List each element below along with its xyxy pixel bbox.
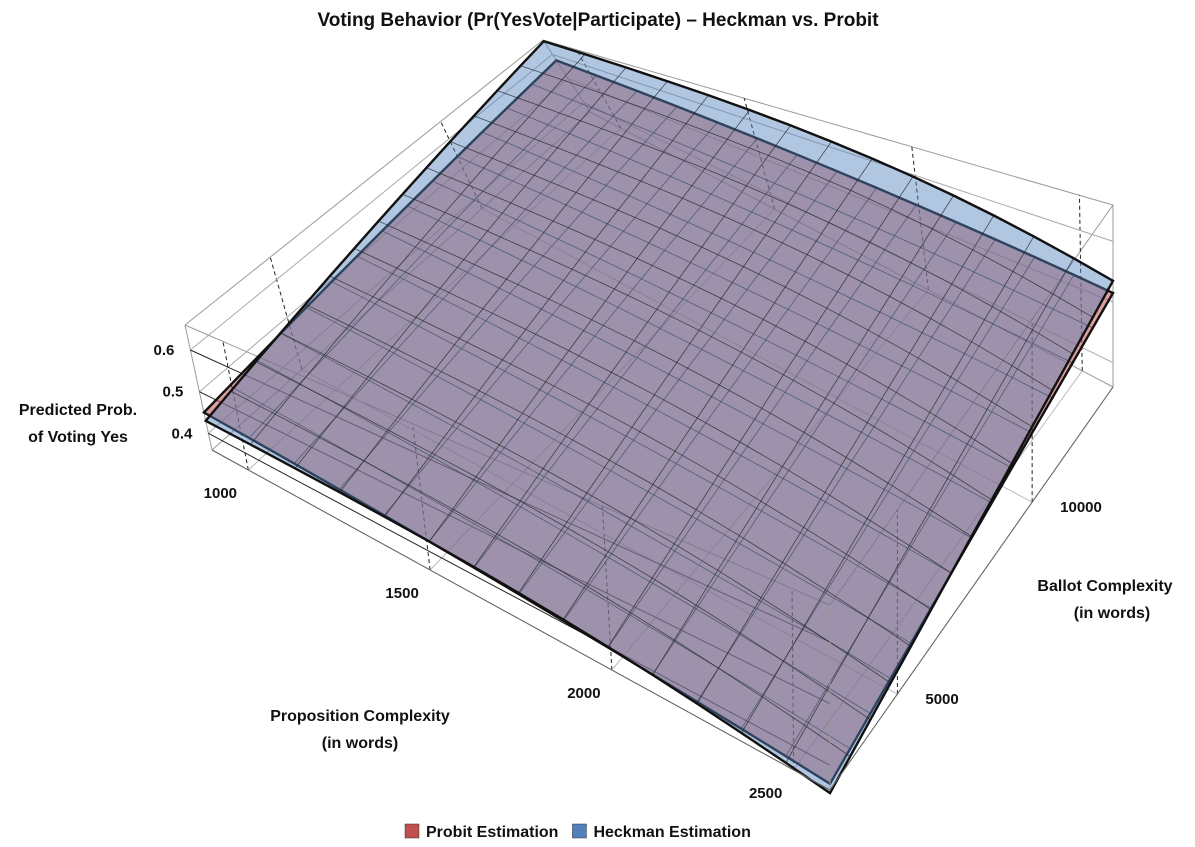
z-axis-label-line1: Predicted Prob.	[19, 402, 137, 419]
grid-line-z	[190, 53, 1114, 351]
surface-fill	[203, 60, 1113, 784]
mesh-line	[497, 90, 1073, 355]
mesh-line	[785, 258, 1074, 763]
mesh-line	[482, 131, 1053, 399]
mesh-line	[473, 115, 1053, 391]
x-tick-label: 2000	[567, 685, 600, 702]
y-axis-label-line2: (in words)	[1074, 605, 1150, 622]
y-axis-label-line1: Ballot Complexity	[1037, 578, 1172, 595]
box-edge-front	[211, 449, 831, 791]
mesh-line	[402, 193, 992, 501]
mesh-line	[652, 195, 954, 676]
mesh-line	[531, 83, 1093, 329]
z-tick-label: 0.4	[172, 425, 194, 442]
legend-swatch-heckman	[572, 823, 587, 839]
mesh-line	[741, 236, 1035, 734]
mesh-line	[426, 167, 1013, 464]
surface-heckman	[203, 39, 1115, 795]
x-axis-label-line2: (in words)	[322, 735, 398, 752]
y-tick-label: 10000	[1060, 499, 1102, 516]
mesh-line	[520, 65, 1094, 318]
mesh-line	[785, 274, 1075, 757]
mesh-line	[562, 158, 873, 620]
box-edge-front	[829, 386, 1114, 791]
mesh-line	[432, 180, 1013, 469]
mesh-line	[407, 205, 992, 504]
x-tick-label: 1000	[204, 485, 237, 502]
mesh-line	[607, 176, 914, 648]
box-edge-top	[184, 39, 544, 326]
mesh-line	[563, 187, 878, 622]
axis-labels: Predicted Prob. of Voting Yes Propositio…	[19, 402, 1173, 752]
x-tick-label: 1500	[385, 585, 418, 602]
y-tick-label: 5000	[925, 691, 958, 708]
chart-title: Voting Behavior (Pr(YesVote|Participate)…	[317, 10, 879, 31]
tick-labels: 1000 1500 2000 2500 5000 10000 0.4 0.5 0.6	[154, 342, 1102, 802]
mesh-line	[457, 156, 1033, 434]
surface-outline	[203, 39, 1115, 795]
legend-swatch-probit	[404, 823, 420, 839]
z-tick-label: 0.5	[163, 384, 184, 401]
surfaces	[201, 39, 1115, 795]
z-tick-label: 0.6	[154, 342, 175, 359]
z-axis-label-line2: of Voting Yes	[28, 429, 128, 446]
mesh-line	[382, 230, 972, 539]
grid-line-y	[269, 257, 303, 370]
box-edge-vertical	[184, 324, 213, 451]
legend: Probit Estimation Heckman Estimation	[404, 823, 751, 841]
mesh-line	[607, 204, 917, 648]
box-edge-top	[542, 39, 1114, 206]
mesh-line	[696, 215, 995, 704]
plot-box-front	[211, 386, 1114, 791]
x-tick-label: 2500	[749, 785, 782, 802]
legend-label-probit: Probit Estimation	[426, 824, 558, 841]
mesh-line	[652, 221, 957, 675]
mesh-line	[506, 107, 1073, 364]
legend-label-heckman: Heckman Estimation	[593, 824, 750, 841]
mesh-line	[450, 141, 1033, 428]
mesh-line	[378, 220, 972, 537]
mesh-line	[696, 239, 996, 702]
surface-probit	[201, 59, 1115, 786]
x-axis-label-line1: Proposition Complexity	[270, 708, 450, 725]
surface-fill	[205, 41, 1113, 794]
